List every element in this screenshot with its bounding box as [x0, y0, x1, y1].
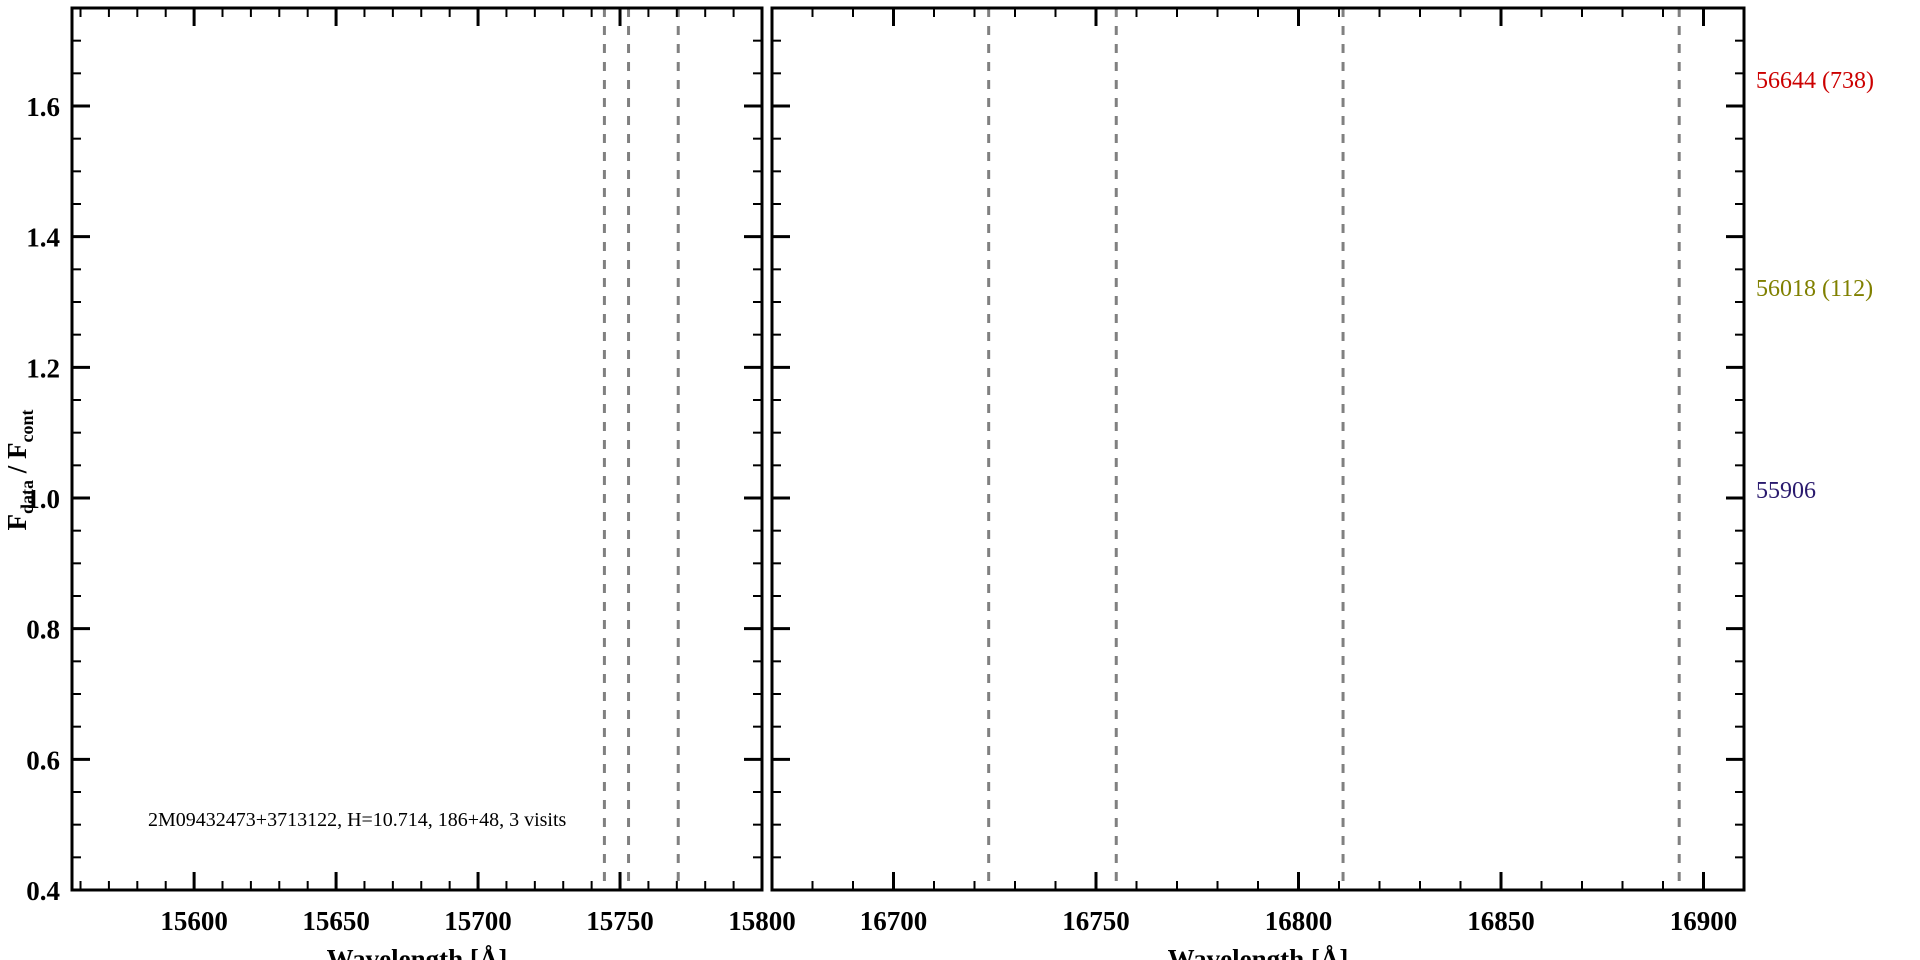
y-tick-label: 0.4	[26, 876, 60, 906]
y-axis-title-text: Fdata / Fcont	[2, 409, 37, 530]
series-label-1: 56018 (112)	[1756, 276, 1873, 302]
x-tick-label: 16850	[1467, 906, 1535, 936]
x-tick-label: 16700	[860, 906, 928, 936]
panel-frame	[70, 6, 764, 892]
panel-frame	[770, 6, 1746, 892]
y-tick-label: 1.2	[26, 353, 60, 383]
x-tick-label: 15800	[728, 906, 796, 936]
y-tick-label: 1.4	[26, 223, 60, 253]
y-tick-label: 1.6	[26, 92, 60, 122]
x-tick-label: 16800	[1265, 906, 1333, 936]
y-tick-label: 0.6	[26, 745, 60, 775]
x-axis-title: Wavelength [Å]	[327, 944, 508, 960]
right-panel: 16700 16750 16800 16850 16900 Wavelength [Å]	[770, 6, 1746, 960]
x-tick-label: 15650	[302, 906, 370, 936]
y-tick-label: 1.0	[26, 484, 60, 514]
series-label-2: 55906	[1756, 478, 1816, 504]
x-tick-label: 16900	[1670, 906, 1738, 936]
left-panel: 15600 15650 15700 15750 15800 Wavelength [Å] 0…	[26, 6, 796, 960]
x-tick-label: 16750	[1062, 906, 1130, 936]
y-tick-label: 0.8	[26, 615, 60, 645]
x-axis-title: Wavelength [Å]	[1168, 944, 1349, 960]
series-label-0: 56644 (738)	[1756, 68, 1874, 94]
x-tick-label: 15750	[586, 906, 654, 936]
x-tick-label: 15600	[160, 906, 228, 936]
figure-annotation: 2M09432473+3713122, H=10.714, 186+48, 3 …	[148, 809, 567, 831]
x-tick-label: 15700	[444, 906, 512, 936]
y-axis-title: Fdata / Fcont	[2, 409, 37, 530]
